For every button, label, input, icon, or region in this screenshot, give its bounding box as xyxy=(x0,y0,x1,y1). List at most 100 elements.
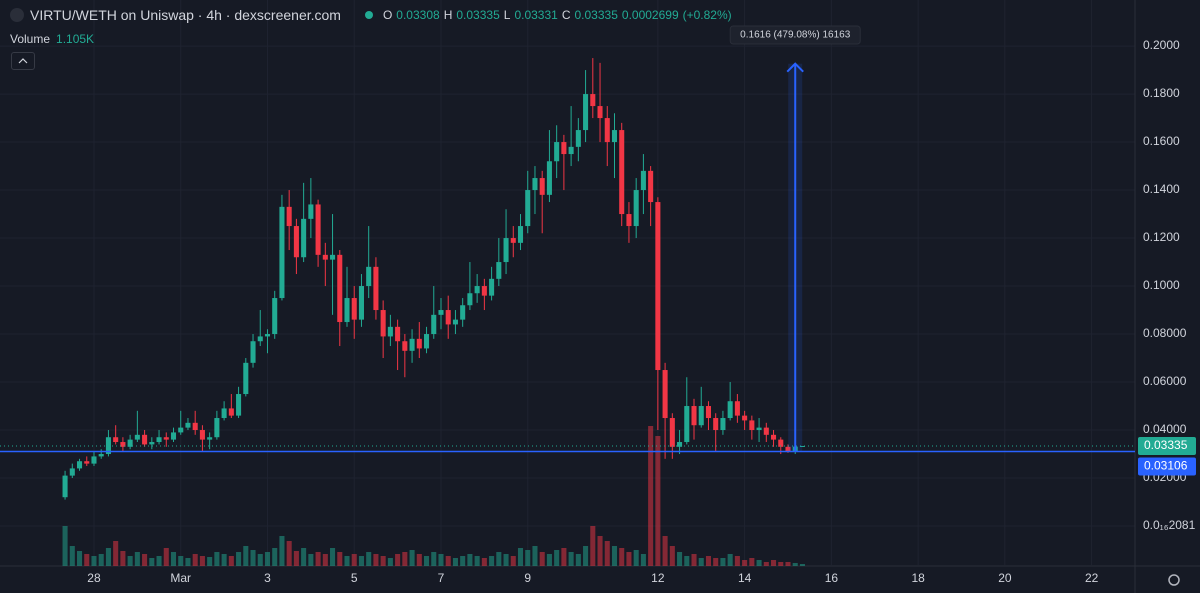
volume-bar xyxy=(742,560,748,566)
candle-body xyxy=(250,341,256,363)
volume-bar xyxy=(626,552,632,566)
volume-bar xyxy=(395,554,401,566)
candle-body xyxy=(626,214,632,227)
volume-bar xyxy=(691,554,697,566)
settings-icon[interactable] xyxy=(1168,574,1180,586)
x-tick-label: 22 xyxy=(1085,571,1099,585)
y-tick-label: 0.06000 xyxy=(1143,374,1187,388)
volume-bar xyxy=(583,546,589,566)
candle-body xyxy=(481,286,487,296)
candle-body xyxy=(633,190,639,227)
candle-body xyxy=(575,130,581,147)
volume-bar xyxy=(373,554,379,566)
candle-body xyxy=(366,266,372,287)
volume-bar xyxy=(633,550,639,566)
candle-body xyxy=(301,218,307,258)
candle-body xyxy=(727,401,733,419)
volume-bar xyxy=(763,562,769,566)
volume-bar xyxy=(236,552,242,566)
collapse-button[interactable] xyxy=(11,52,35,70)
candle-body xyxy=(756,427,762,431)
volume-bar xyxy=(98,554,104,566)
candle-body xyxy=(380,310,386,337)
volume-bar xyxy=(489,556,495,566)
candle-body xyxy=(785,446,791,452)
candle-body xyxy=(279,206,285,299)
candle-body xyxy=(604,118,610,143)
volume-bar xyxy=(713,558,719,566)
candle-body xyxy=(655,202,661,371)
candle-body xyxy=(662,370,668,419)
volume-bar xyxy=(611,546,618,566)
x-tick-label: 7 xyxy=(438,571,445,585)
volume-bar xyxy=(517,548,524,566)
volume-bar xyxy=(554,550,560,566)
collapse-icon xyxy=(18,58,28,64)
ohlc-value: 0.03335 xyxy=(574,8,618,22)
volume-bar xyxy=(366,552,372,566)
change: 0.0002699 xyxy=(621,8,679,22)
y-tick-label: 0.1200 xyxy=(1143,230,1180,244)
candle-body xyxy=(467,293,473,306)
candle-body xyxy=(734,401,740,416)
candle-body xyxy=(344,298,350,323)
volume-bar xyxy=(243,546,249,566)
ohlc-value: 0.03335 xyxy=(456,8,500,22)
candle-body xyxy=(611,130,618,143)
y-tick-label: 0.1000 xyxy=(1143,278,1180,292)
volume-bar xyxy=(337,552,343,566)
volume-label: Volume xyxy=(10,32,51,46)
volume-bar xyxy=(445,556,451,566)
volume-bar xyxy=(170,552,177,566)
candle-body xyxy=(322,254,328,260)
candle-body xyxy=(409,338,415,351)
volume-bar xyxy=(677,552,683,566)
volume-bar xyxy=(387,558,393,566)
volume-bar xyxy=(113,541,119,566)
candle-body xyxy=(713,418,719,431)
candle-body xyxy=(669,418,675,447)
candle-body xyxy=(532,178,538,191)
volume-bar xyxy=(727,554,733,566)
volume-bar xyxy=(351,554,357,566)
volume-bar xyxy=(423,556,430,566)
candle-body xyxy=(640,170,646,191)
volume-bar xyxy=(127,556,133,566)
x-tick-label: 20 xyxy=(998,571,1012,585)
volume-bar xyxy=(358,556,364,566)
x-tick-label: Mar xyxy=(170,571,191,585)
y-tick-label: 0.1800 xyxy=(1143,86,1180,100)
volume-bar xyxy=(561,548,567,566)
volume-bar xyxy=(409,550,415,566)
volume-bar xyxy=(575,554,581,566)
volume-bar xyxy=(460,556,466,566)
volume-bar xyxy=(221,554,227,566)
candle-body xyxy=(113,437,119,443)
candle-body xyxy=(127,439,133,447)
volume-legend: Volume 1.105K xyxy=(10,32,94,46)
volume-bar xyxy=(163,548,169,566)
volume-bar xyxy=(799,563,805,566)
candle-body xyxy=(257,336,263,342)
volume-bar xyxy=(178,556,184,566)
candle-body xyxy=(286,206,292,227)
volume-bar xyxy=(785,562,791,566)
volume-bar xyxy=(344,556,350,566)
volume-bar xyxy=(662,536,668,566)
candle-body xyxy=(236,394,242,416)
ohlc-key: L xyxy=(503,8,511,22)
ohlc-legend: O 0.03308 H 0.03335 L 0.03331 C 0.03335 0.00… xyxy=(364,8,732,22)
volume-bar xyxy=(438,554,444,566)
candle-body xyxy=(763,427,769,435)
measure-label: 0.1616 (479.08%) 16163 xyxy=(740,30,851,41)
candle-body xyxy=(156,437,162,443)
x-tick-label: 3 xyxy=(264,571,271,585)
price-line-tag xyxy=(1138,457,1196,476)
volume-bar xyxy=(525,550,531,566)
symbol-title: VIRTU/WETH on Uniswap · 4h · dexscreener… xyxy=(30,7,341,23)
candle-body xyxy=(423,334,430,349)
volume-bar xyxy=(416,554,422,566)
volume-bar xyxy=(199,556,205,566)
volume-bar xyxy=(431,552,437,566)
y-tick-label: 0.2000 xyxy=(1143,38,1180,52)
